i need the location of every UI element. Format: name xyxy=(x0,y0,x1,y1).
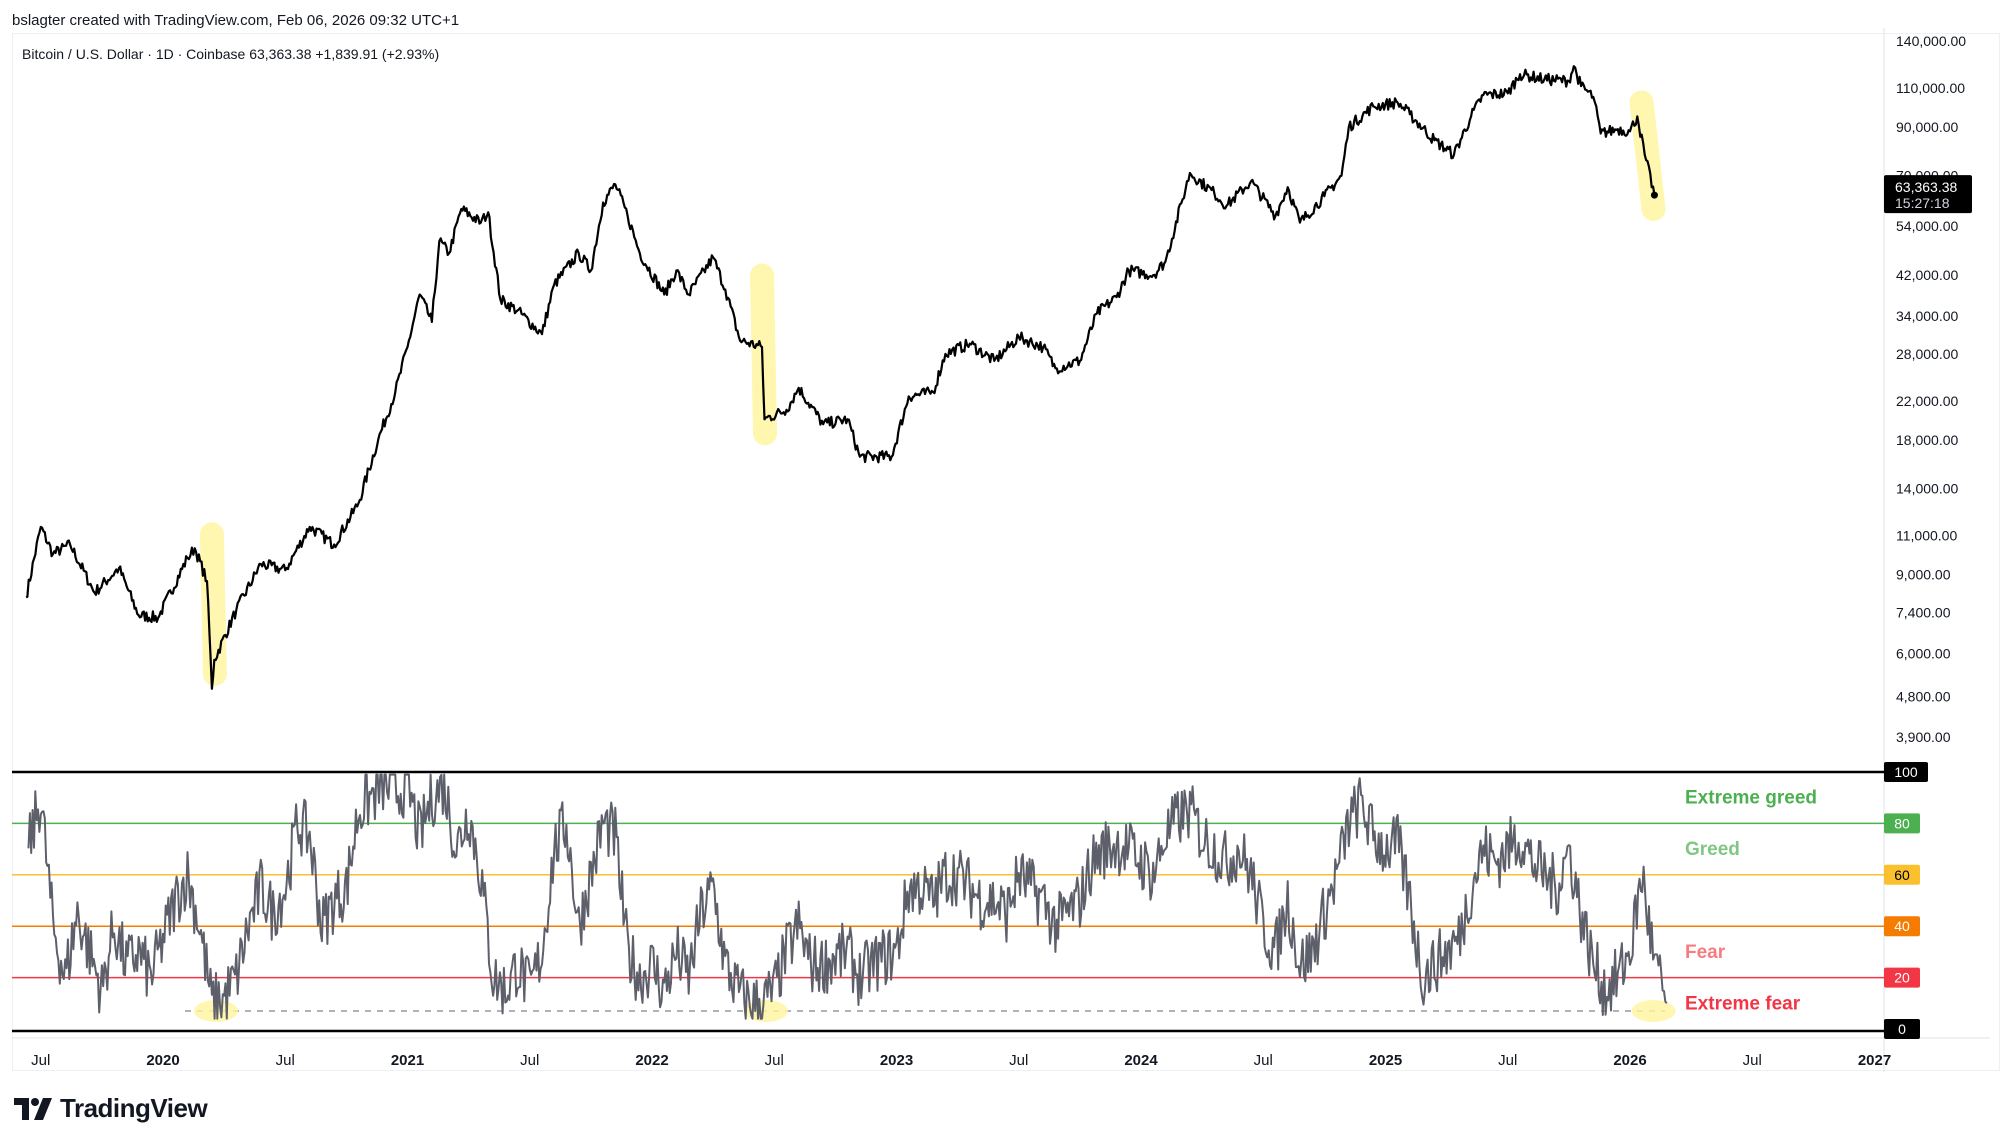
price-tick-label: 140,000.00 xyxy=(1896,33,1966,49)
fng-highlight xyxy=(1631,1000,1676,1023)
level-tag-80 xyxy=(1884,813,1920,834)
price-tick-label: 11,000.00 xyxy=(1896,528,1957,544)
credit-text: bslagter created with TradingView.com, F… xyxy=(12,12,460,29)
time-tick-label: 2025 xyxy=(1369,1052,1402,1069)
time-tick-label: Jul xyxy=(1254,1052,1273,1069)
price-tick-label: 3,900.00 xyxy=(1896,729,1951,745)
fear-greed-line xyxy=(27,773,1668,1020)
symbol-legend: Bitcoin / U.S. Dollar · 1D · Coinbase 63… xyxy=(22,46,440,62)
level-label-100: 100 xyxy=(1894,764,1918,780)
price-tick-label: 18,000.00 xyxy=(1896,432,1958,448)
time-tick-label: 2027 xyxy=(1858,1052,1891,1069)
time-tick-label: Jul xyxy=(1009,1052,1028,1069)
price-tick-label: 4,800.00 xyxy=(1896,689,1951,705)
level-tag-100 xyxy=(1884,762,1928,782)
price-tick-label: 6,000.00 xyxy=(1896,645,1951,661)
time-tick-label: 2024 xyxy=(1124,1052,1158,1069)
time-tick-label: 2026 xyxy=(1613,1052,1646,1069)
price-tick-label: 34,000.00 xyxy=(1896,308,1958,324)
time-tick-label: Jul xyxy=(765,1052,784,1069)
price-tick-label: 7,400.00 xyxy=(1896,605,1951,621)
price-tick-label: 14,000.00 xyxy=(1896,481,1958,497)
price-highlight xyxy=(1629,90,1666,222)
tradingview-logo: TradingView xyxy=(14,1093,208,1124)
level-label-20: 20 xyxy=(1894,970,1910,986)
level-tag-0 xyxy=(1884,1019,1920,1039)
zone-label: Fear xyxy=(1685,942,1726,963)
time-tick-label: Jul xyxy=(31,1052,50,1069)
price-tick-label: 42,000.00 xyxy=(1896,267,1958,283)
last-price-dot xyxy=(1650,191,1658,199)
zone-label: Extreme fear xyxy=(1685,993,1801,1014)
time-tick-label: 2021 xyxy=(391,1052,424,1069)
price-tick-label: 110,000.00 xyxy=(1896,80,1965,96)
zone-label: Greed xyxy=(1685,839,1740,860)
time-tick-label: 2020 xyxy=(146,1052,179,1069)
price-highlight xyxy=(199,522,227,686)
level-label-40: 40 xyxy=(1894,918,1910,934)
time-tick-label: Jul xyxy=(1743,1052,1762,1069)
zone-label: Extreme greed xyxy=(1685,788,1817,809)
level-label-60: 60 xyxy=(1894,867,1910,883)
logo-text: TradingView xyxy=(60,1093,208,1123)
price-series-line xyxy=(25,65,1656,690)
level-label-0: 0 xyxy=(1898,1021,1906,1037)
price-tick-label: 28,000.00 xyxy=(1896,346,1958,362)
price-tick-label: 54,000.00 xyxy=(1896,218,1958,234)
time-tick-label: 2022 xyxy=(635,1052,668,1069)
time-tick-label: Jul xyxy=(520,1052,539,1069)
level-tag-20 xyxy=(1884,967,1920,988)
price-tick-label: 22,000.00 xyxy=(1896,393,1958,409)
last-price-tag xyxy=(1884,175,1972,214)
time-tick-label: Jul xyxy=(1498,1052,1517,1069)
level-tag-60 xyxy=(1884,864,1920,885)
time-tick-label: 2023 xyxy=(880,1052,913,1069)
tradingview-logo-icon xyxy=(14,1097,52,1120)
level-tag-40 xyxy=(1884,916,1920,937)
price-tick-label: 90,000.00 xyxy=(1896,119,1958,135)
countdown-timer: 15:27:18 xyxy=(1895,195,1950,211)
price-tick-label: 9,000.00 xyxy=(1896,567,1951,583)
time-tick-label: Jul xyxy=(276,1052,295,1069)
level-label-80: 80 xyxy=(1894,815,1910,831)
last-price-value: 63,363.38 xyxy=(1895,179,1957,195)
